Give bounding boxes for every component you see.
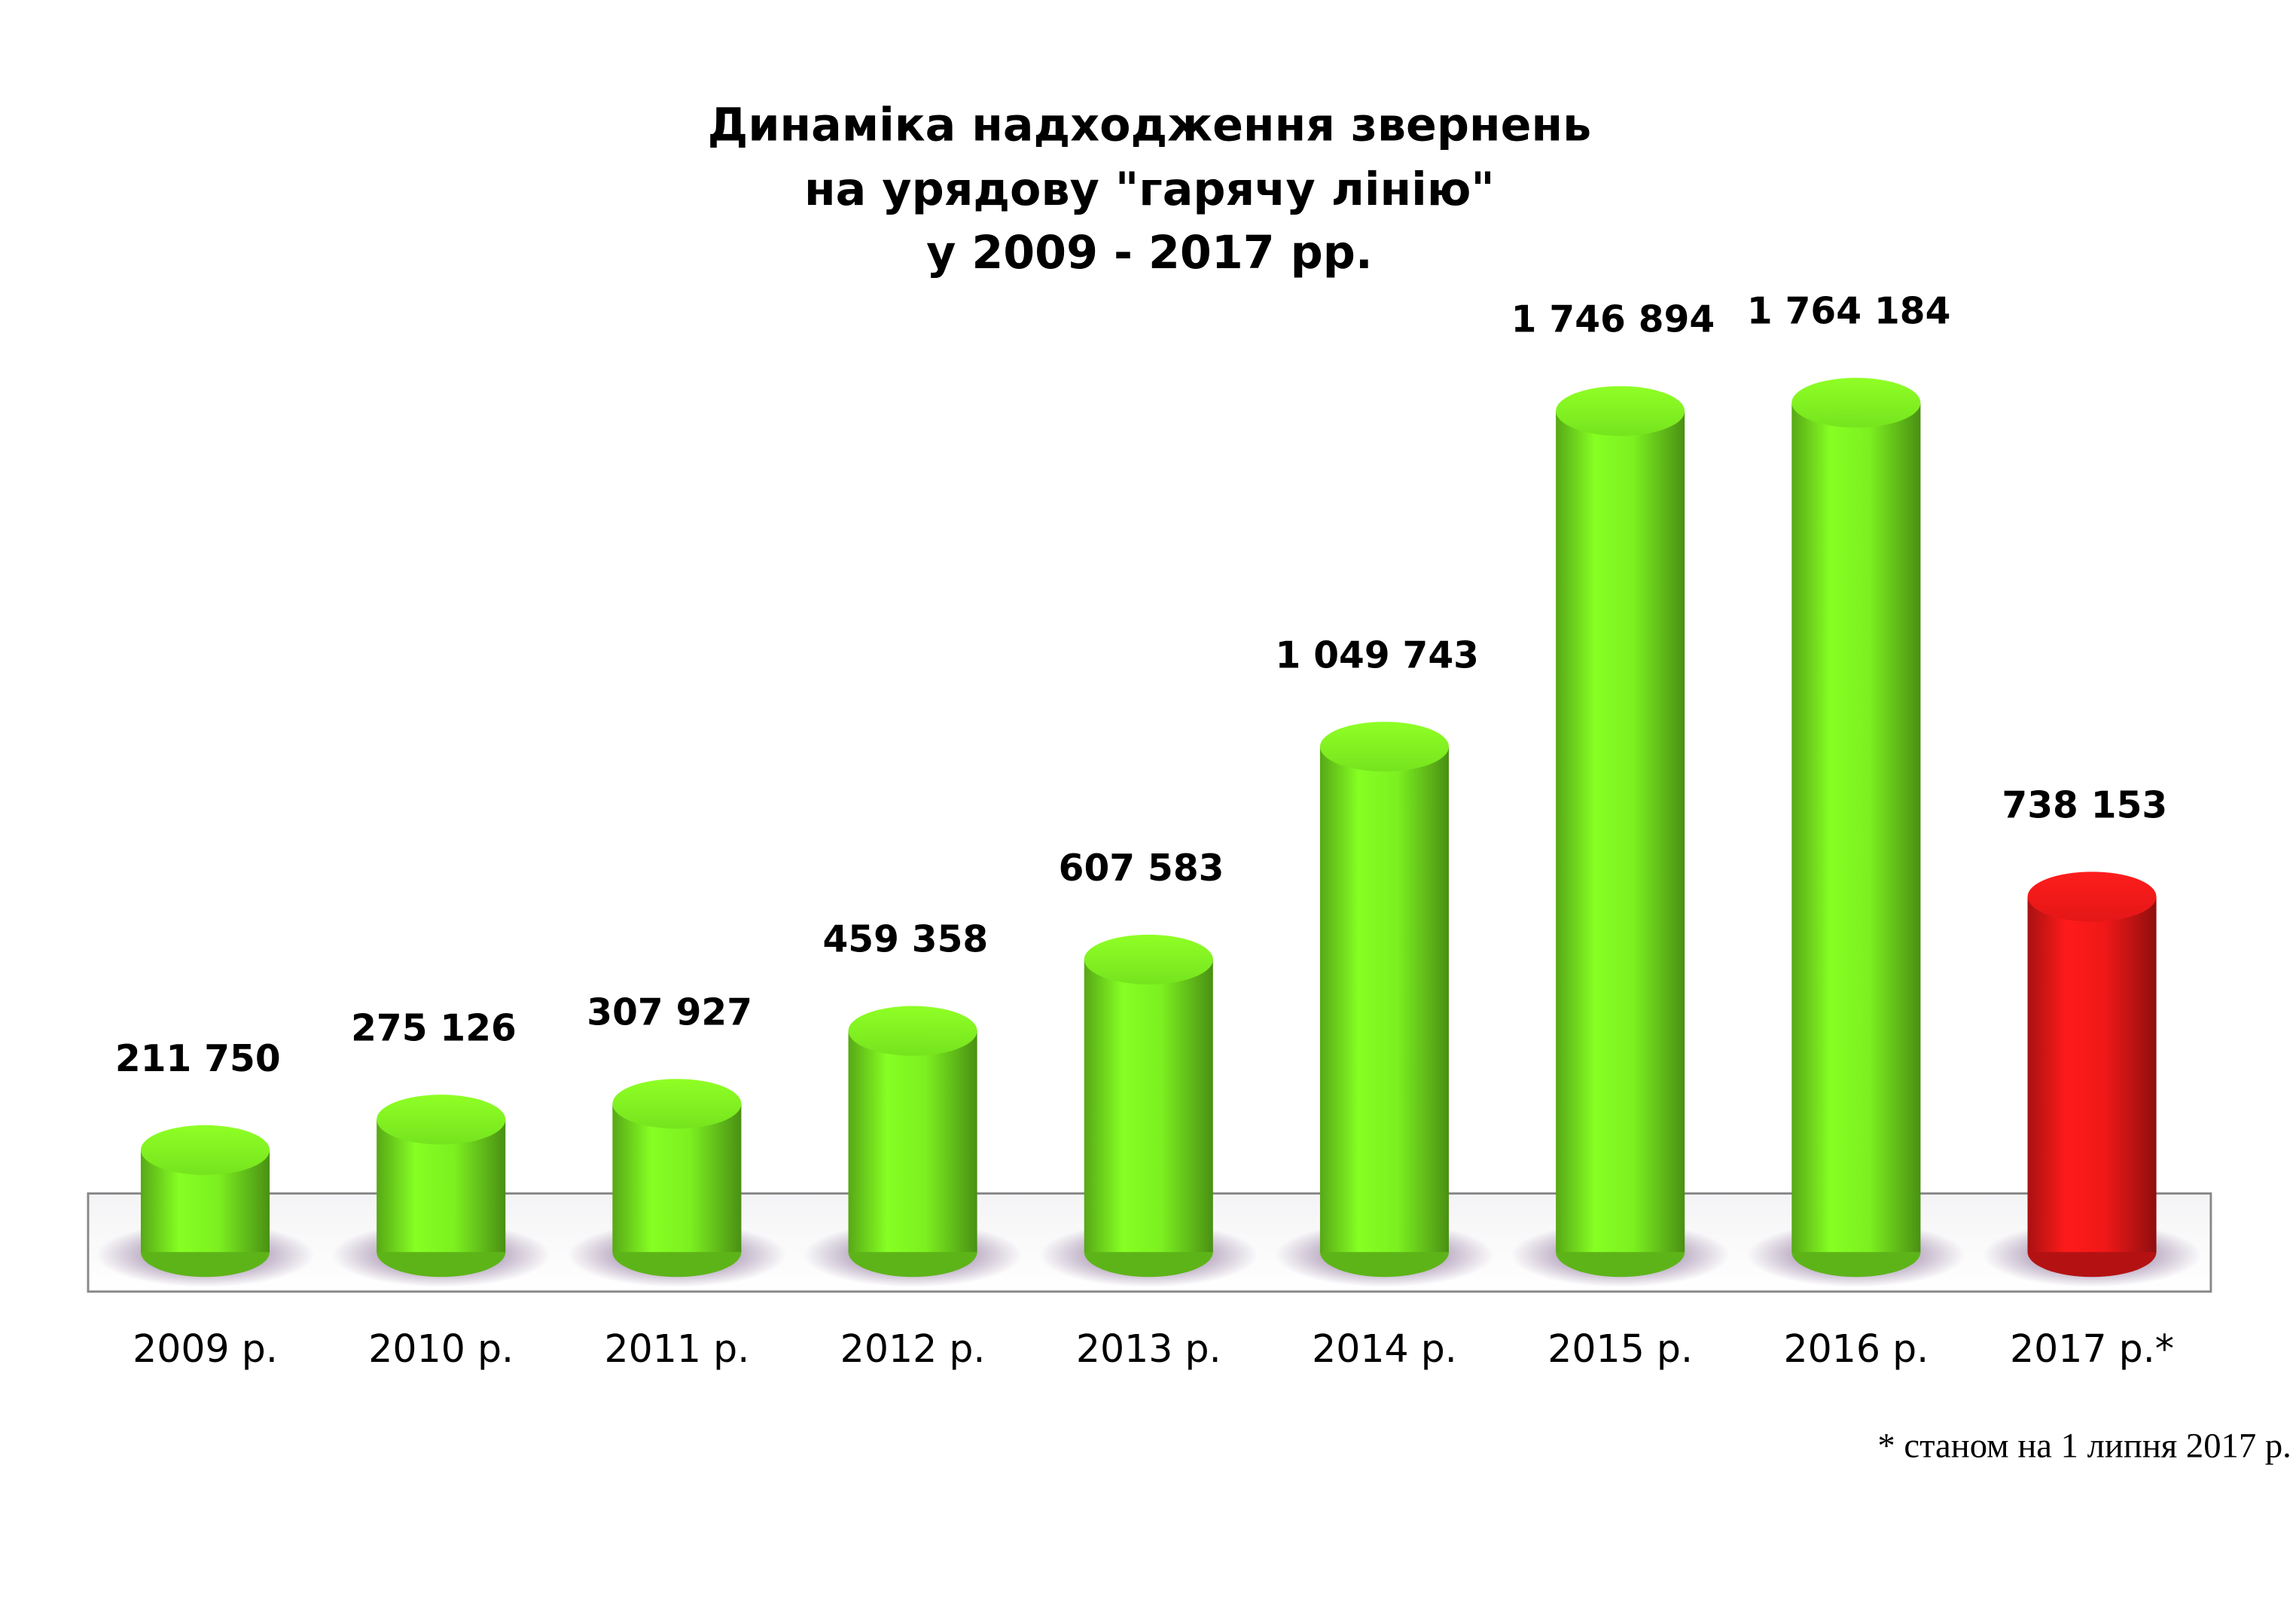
- footnote: * станом на 1 липня 2017 р.: [1877, 1426, 2291, 1465]
- x-tick-label: 2017 р.*: [2010, 1326, 2174, 1371]
- value-label: 1 049 743: [1275, 634, 1479, 676]
- bar-top: [848, 1006, 977, 1056]
- bar: [2027, 896, 2157, 1253]
- x-tick-label: 2013 р.: [1076, 1326, 1221, 1371]
- value-label: 1 746 894: [1511, 299, 1715, 341]
- bar-top: [1319, 722, 1450, 772]
- chart-title: у 2009 - 2017 рр.: [926, 227, 1373, 279]
- value-label: 738 153: [2002, 784, 2167, 826]
- bar-top: [1556, 386, 1685, 436]
- bar: [1556, 411, 1685, 1253]
- bar: [1319, 746, 1450, 1253]
- x-tick-label: 2014 р.: [1312, 1326, 1457, 1371]
- bar: [1791, 402, 1921, 1253]
- bar: [848, 1030, 977, 1253]
- bar-top: [1084, 934, 1213, 984]
- value-label: 1 764 184: [1747, 291, 1951, 333]
- bar-top: [140, 1125, 270, 1175]
- x-tick-label: 2012 р.: [840, 1326, 986, 1371]
- x-tick-label: 2009 р.: [133, 1326, 278, 1371]
- value-label: 459 358: [822, 919, 988, 961]
- bar-top: [2027, 872, 2157, 922]
- value-label: 211 750: [115, 1038, 281, 1080]
- x-tick-label: 2016 р.: [1783, 1326, 1929, 1371]
- x-tick-label: 2010 р.: [368, 1326, 514, 1371]
- value-label: 307 927: [587, 991, 752, 1033]
- chart-title: на урядову "гарячу лінію": [804, 163, 1495, 216]
- bars: 211 750 2009 р. 275 126 2010 р. 307 927 2011 …: [96, 291, 2202, 1371]
- chart-title: Динаміка надходження звернень: [708, 99, 1592, 152]
- bar: [1084, 959, 1213, 1253]
- bar-top: [612, 1079, 742, 1129]
- x-tick-label: 2015 р.: [1547, 1326, 1693, 1371]
- value-label: 275 126: [351, 1007, 517, 1049]
- value-label: 607 583: [1059, 847, 1224, 890]
- bar-top: [377, 1094, 506, 1145]
- x-tick-label: 2011 р.: [604, 1326, 749, 1371]
- bar-top: [1791, 377, 1921, 428]
